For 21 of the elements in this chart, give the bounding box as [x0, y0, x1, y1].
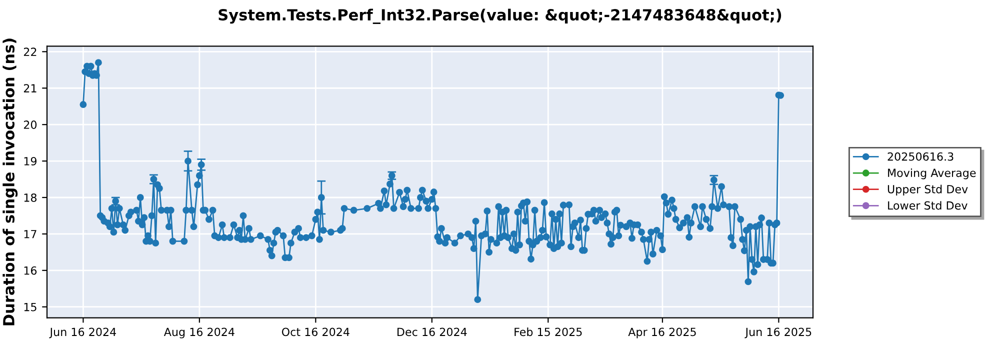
y-tick-label: 15 — [24, 302, 36, 312]
x-tick-label: Dec 16 2024 — [398, 328, 467, 336]
x-tick-label: Jun 16 2025 — [744, 328, 812, 338]
y-tick-label: 16 — [24, 266, 37, 275]
y-tick-label: 22 — [24, 48, 36, 56]
legend-label: Upper Std Dev — [888, 184, 968, 196]
x-tick-label: Feb 15 2025 — [514, 328, 582, 336]
y-tick-label: 20 — [24, 120, 37, 129]
y-tick-label: 19 — [24, 157, 36, 166]
y-axis-title: Duration of single invocation (ns) — [2, 38, 18, 326]
x-tick-label: Jun 16 2024 — [49, 328, 116, 338]
chart-title: System.Tests.Perf_Int32.Parse(value: &quot;-2147483648&quot;) — [218, 8, 782, 24]
x-tick-label: Apr 16 2025 — [628, 328, 696, 338]
y-tick-label: 21 — [24, 84, 36, 92]
y-tick-label: 18 — [24, 193, 37, 202]
x-tick-label: Oct 16 2024 — [282, 328, 350, 336]
legend-label: 20250616.3 — [888, 152, 954, 161]
x-tick-label: Aug 16 2024 — [164, 328, 234, 338]
y-tick-label: 17 — [24, 230, 36, 238]
legend-label: Moving Average — [888, 168, 976, 180]
legend-label: Lower Std Dev — [888, 201, 968, 210]
